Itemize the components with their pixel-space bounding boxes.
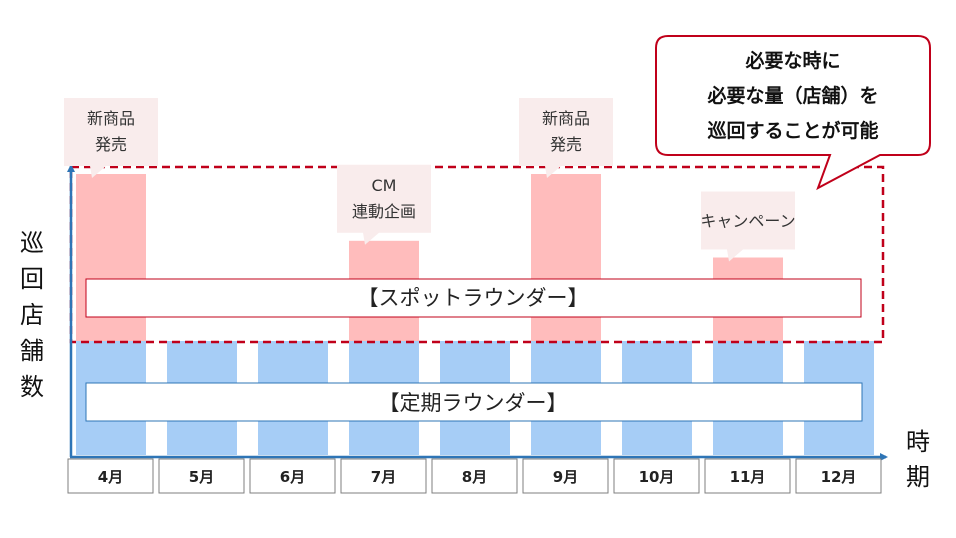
month-label: 9月 bbox=[553, 468, 578, 486]
event-label: CM bbox=[372, 176, 397, 195]
month-label: 12月 bbox=[821, 468, 857, 486]
regular-band-box bbox=[85, 382, 863, 422]
regular-band-label: 【定期ラウンダー】 bbox=[379, 391, 568, 415]
x-axis-label: 時 期 bbox=[906, 428, 930, 491]
y-axis-char: 回 bbox=[20, 265, 44, 293]
y-axis-char: 巡 bbox=[20, 229, 44, 257]
month-label: 6月 bbox=[280, 468, 305, 486]
month-label: 5月 bbox=[189, 468, 214, 486]
month-label: 11月 bbox=[730, 468, 766, 486]
event-label: 発売 bbox=[95, 135, 127, 154]
month-box bbox=[158, 458, 245, 494]
month-label: 10月 bbox=[639, 468, 675, 486]
regular-band: 【定期ラウンダー】 bbox=[85, 382, 863, 422]
event-bubble bbox=[337, 164, 431, 245]
callout-line: 必要な時に bbox=[744, 49, 840, 72]
y-axis-label: 巡 回 店 舗 数 bbox=[20, 229, 44, 401]
month-box bbox=[795, 458, 882, 494]
x-axis-char: 時 bbox=[906, 428, 930, 456]
spot-band: 【スポットラウンダー】 bbox=[85, 278, 862, 318]
event-bubble bbox=[64, 98, 158, 178]
x-axis-char: 期 bbox=[906, 463, 930, 491]
callout: 必要な時に 必要な量（店舗）を 巡回することが可能 bbox=[655, 35, 931, 191]
month-box bbox=[704, 458, 791, 494]
y-axis-char: 舗 bbox=[20, 337, 44, 365]
callout-line: 巡回することが可能 bbox=[707, 119, 878, 142]
month-box bbox=[67, 458, 154, 494]
callout-bubble bbox=[655, 35, 931, 191]
month-box bbox=[249, 458, 336, 494]
event-bubble bbox=[701, 191, 795, 262]
month-box bbox=[522, 458, 609, 494]
event-label: キャンペーン bbox=[700, 212, 795, 231]
event-label: 発売 bbox=[550, 135, 582, 154]
callout-line: 必要な量（店舗）を bbox=[706, 84, 878, 107]
month-label: 4月 bbox=[98, 468, 123, 486]
month-box bbox=[431, 458, 518, 494]
month-labels: 4月 5月 6月 7月 8月 9月 10月 11月 12月 bbox=[67, 458, 882, 494]
spot-band-box bbox=[85, 278, 862, 318]
y-axis-char: 店 bbox=[20, 301, 44, 329]
event-bubble bbox=[519, 98, 613, 178]
spot-band-label: 【スポットラウンダー】 bbox=[358, 286, 589, 310]
event-label: 新商品 bbox=[542, 109, 590, 128]
event-label: 連動企画 bbox=[352, 202, 416, 221]
month-label: 8月 bbox=[462, 468, 487, 486]
month-label: 7月 bbox=[371, 468, 396, 486]
month-box bbox=[613, 458, 700, 494]
month-box bbox=[340, 458, 427, 494]
y-axis-char: 数 bbox=[20, 373, 44, 401]
event-label: 新商品 bbox=[87, 109, 135, 128]
